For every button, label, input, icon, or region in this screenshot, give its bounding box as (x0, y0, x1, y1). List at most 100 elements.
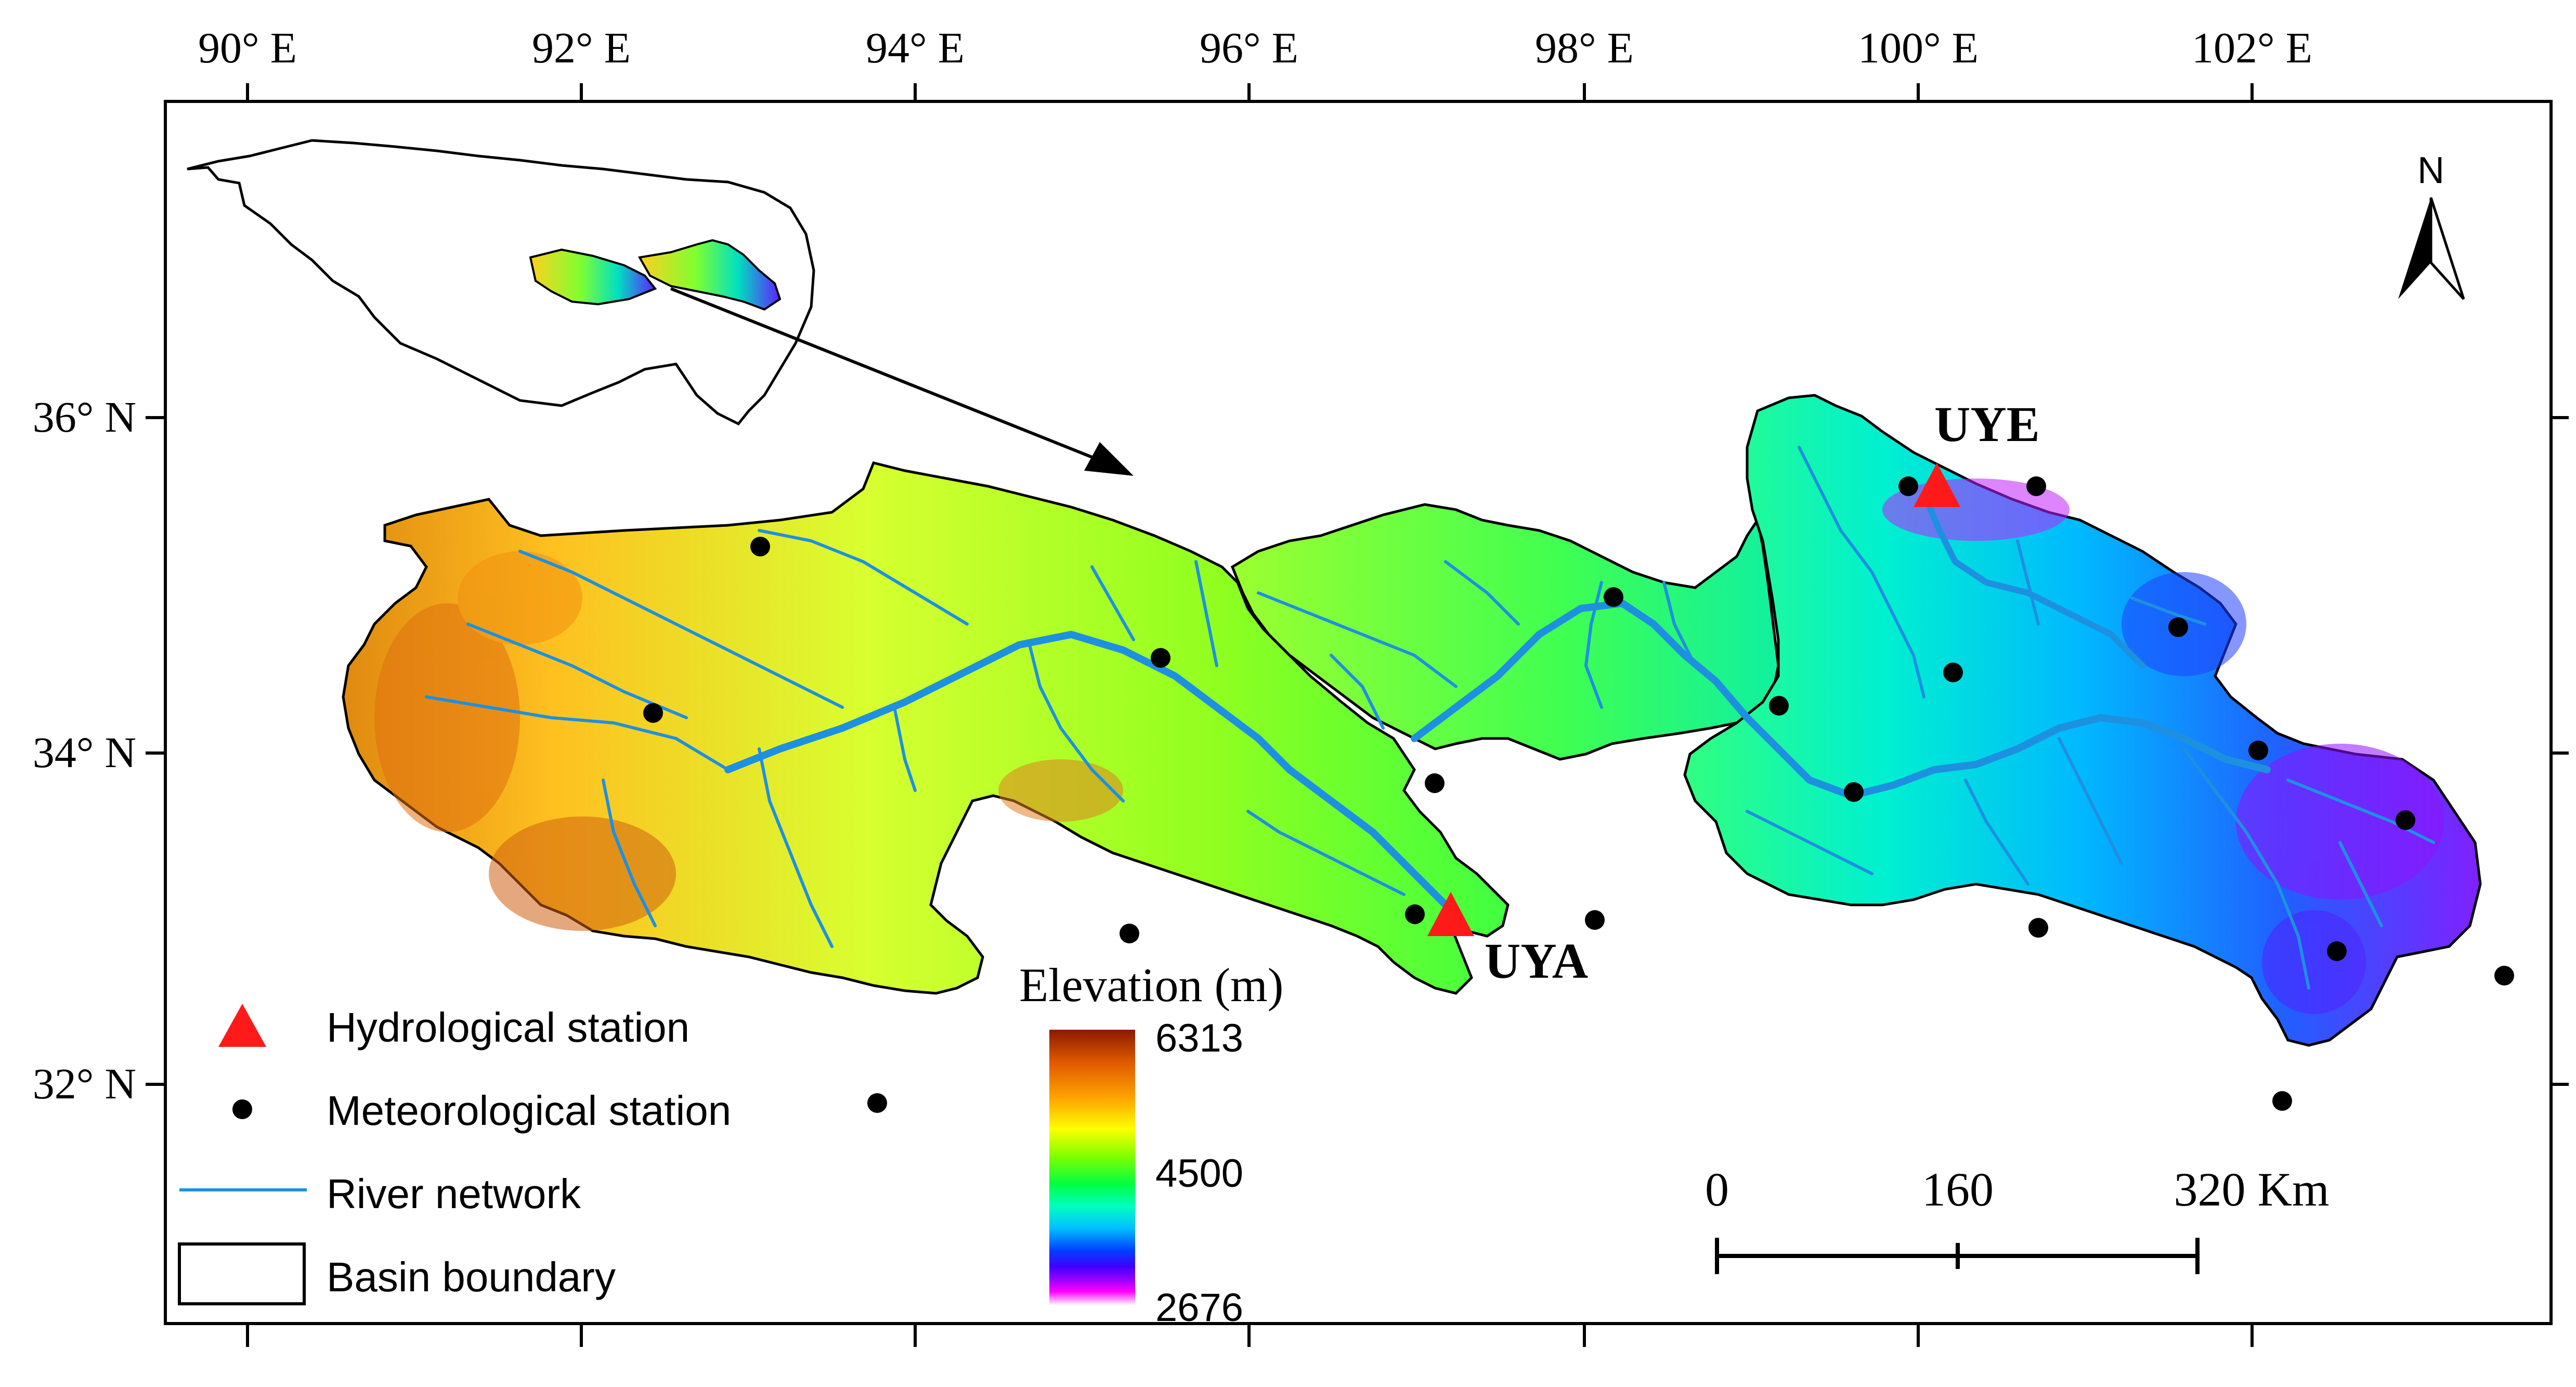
tributary (893, 706, 917, 792)
inset-plateau-outline (187, 139, 815, 426)
tributary (1330, 654, 1385, 730)
north-arrow: N (2398, 150, 2465, 300)
map-frame (164, 100, 2553, 1325)
tributary (2286, 779, 2435, 844)
scale-bar: 0 160 320 Km (1705, 1163, 2330, 1274)
tributary (758, 747, 834, 948)
top-ticks (246, 83, 2254, 101)
hydrological-stations (1427, 463, 1960, 936)
legend-hydro-label: Hydrological station (327, 1004, 689, 1051)
met-station (2248, 741, 2268, 760)
tributary (602, 779, 657, 927)
met-station (643, 703, 663, 723)
met-station (750, 537, 770, 556)
tributary (1964, 779, 2029, 886)
station-label-uye: UYE (1934, 396, 2040, 452)
tributary (518, 550, 844, 709)
met-station (867, 1093, 887, 1113)
lat-label-36: 36° N (33, 393, 136, 442)
colorbar-ramp (1049, 1030, 1135, 1305)
tributary (2058, 737, 2123, 865)
met-station (1898, 476, 1918, 496)
tributary (1257, 591, 1458, 688)
tributary (1798, 446, 1926, 698)
scale-label-160: 160 (1922, 1163, 1994, 1216)
lat-label-32: 32° N (33, 1060, 136, 1108)
colorbar-min: 2676 (1155, 1286, 1243, 1330)
scale-label-320: 320 Km (2174, 1163, 2330, 1216)
hydro-station-uya (1427, 892, 1474, 936)
elevation-colorbar: Elevation (m) 6313 4500 2676 (1019, 958, 1283, 1330)
lon-label-100: 100° E (1858, 24, 1979, 72)
inset-pointer-arrow (670, 287, 1114, 467)
north-arrow-right-half (2429, 197, 2465, 300)
tributary (1028, 643, 1125, 802)
colorbar-mid: 4500 (1155, 1151, 1243, 1196)
met-station (1425, 773, 1445, 793)
met-station (2026, 476, 2046, 496)
river-network (425, 446, 2435, 990)
lon-label-102: 102° E (2192, 24, 2312, 72)
legend-hydro-symbol (218, 1004, 266, 1047)
tributary (2182, 747, 2310, 990)
tributary (2130, 597, 2206, 626)
met-station (2396, 810, 2415, 830)
upper-river-east (1921, 491, 2145, 669)
legend-river-label: River network (327, 1171, 581, 1217)
met-station (1604, 587, 1623, 607)
lon-label-90: 90° E (198, 24, 297, 72)
tributary (758, 529, 969, 626)
inset-pointer-arrowhead (1084, 442, 1134, 476)
met-station (2494, 966, 2514, 986)
legend-met-label: Meteorological station (327, 1087, 731, 1134)
scale-label-0: 0 (1705, 1163, 1729, 1216)
met-station (1943, 663, 1963, 682)
meteorological-stations (643, 476, 2514, 1113)
bottom-ticks (246, 1324, 2254, 1347)
inset-basin-west (529, 248, 657, 306)
tributary (1746, 810, 1874, 875)
hydro-station-uye (1914, 463, 1960, 507)
map-legend: Hydrological station Meteorological stat… (178, 1004, 731, 1305)
tributary (1090, 565, 1135, 641)
legend-boundary-symbol (178, 1242, 306, 1305)
colorbar-max: 6313 (1155, 1016, 1243, 1060)
tributary (1444, 560, 1520, 626)
inset-basin-east (638, 239, 782, 311)
lon-label-98: 98° E (1535, 24, 1634, 72)
terrain-shading (374, 478, 2444, 1014)
met-station (2272, 1091, 2292, 1111)
met-station (2028, 918, 2048, 938)
tributary (425, 695, 730, 771)
tributary (1194, 560, 1218, 667)
lon-label-94: 94° E (866, 24, 965, 72)
tributary (2016, 539, 2040, 626)
met-station (1151, 648, 1170, 668)
right-ticks (2551, 416, 2569, 1086)
colorbar-title: Elevation (m) (1019, 958, 1283, 1012)
tributary (1246, 810, 1406, 896)
main-river (724, 631, 1465, 929)
legend-met-symbol (232, 1099, 252, 1119)
station-label-uya: UYA (1485, 933, 1588, 989)
tributary (2338, 841, 2383, 927)
tributary (466, 623, 688, 719)
met-station (1769, 696, 1789, 716)
met-station (1585, 910, 1605, 930)
met-station (1120, 924, 1139, 943)
met-station (2168, 617, 2188, 637)
inset-map (187, 139, 1134, 476)
lat-label-34: 34° N (33, 729, 136, 777)
left-ticks (146, 416, 165, 1086)
main-river-mid (1411, 600, 2271, 799)
north-arrow-left-half (2398, 198, 2431, 299)
north-arrow-label: N (2417, 150, 2444, 191)
met-station (2327, 941, 2347, 961)
lon-label-92: 92° E (532, 24, 631, 72)
lon-label-96: 96° E (1200, 24, 1298, 72)
legend-boundary-label: Basin boundary (327, 1254, 616, 1300)
met-station (1405, 904, 1425, 924)
tributary (1584, 581, 1603, 709)
met-station (1844, 782, 1864, 802)
